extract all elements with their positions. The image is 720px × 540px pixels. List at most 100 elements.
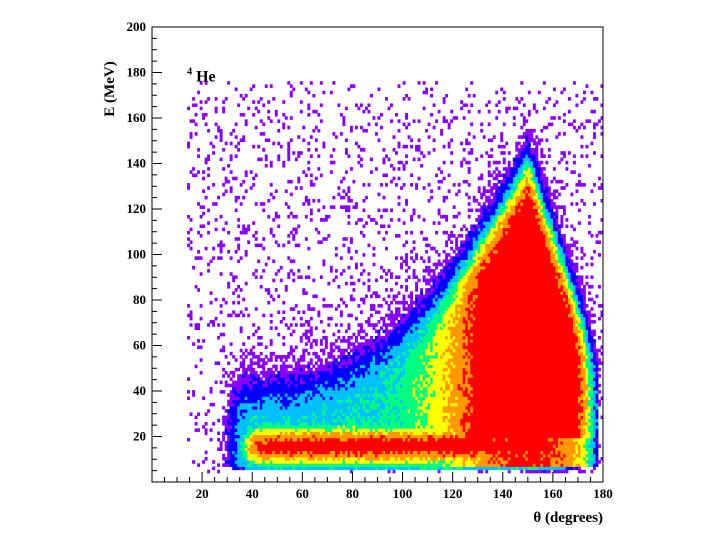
heatmap-cell bbox=[359, 297, 363, 302]
heatmap-cell bbox=[427, 300, 431, 305]
heatmap-cell bbox=[222, 367, 226, 372]
heatmap-cell bbox=[440, 284, 444, 289]
heatmap-cell bbox=[309, 367, 313, 372]
heatmap-cell bbox=[352, 383, 356, 388]
heatmap-cell bbox=[420, 434, 423, 439]
heatmap-cell bbox=[380, 463, 383, 467]
heatmap-cell bbox=[362, 367, 366, 372]
heatmap-cell bbox=[427, 421, 431, 426]
heatmap-cell bbox=[407, 370, 411, 375]
heatmap-cell bbox=[354, 103, 358, 108]
heatmap-cell bbox=[402, 342, 406, 346]
heatmap-cell bbox=[259, 399, 263, 404]
heatmap-cell bbox=[385, 402, 388, 407]
heatmap-cell bbox=[234, 396, 238, 401]
heatmap-cell bbox=[232, 406, 236, 410]
heatmap-cell bbox=[314, 402, 318, 407]
heatmap-cell bbox=[279, 444, 283, 448]
heatmap-cell bbox=[312, 370, 316, 375]
heatmap-cell bbox=[227, 447, 231, 452]
heatmap-cell bbox=[412, 300, 416, 305]
heatmap-cell bbox=[299, 335, 303, 340]
heatmap-cell bbox=[322, 390, 326, 394]
heatmap-cell bbox=[410, 355, 413, 359]
heatmap-cell bbox=[387, 396, 391, 401]
heatmap-cell bbox=[272, 195, 276, 200]
heatmap-cell bbox=[237, 409, 241, 413]
heatmap-cell bbox=[405, 456, 408, 461]
heatmap-cell bbox=[380, 275, 383, 280]
heatmap-cell bbox=[430, 291, 434, 295]
heatmap-cell bbox=[369, 307, 373, 311]
heatmap-cell bbox=[390, 425, 393, 429]
heatmap-cell bbox=[192, 173, 195, 178]
heatmap-cell bbox=[349, 441, 353, 445]
heatmap-cell bbox=[382, 339, 386, 343]
heatmap-cell bbox=[214, 202, 218, 206]
heatmap-cell bbox=[342, 358, 346, 362]
heatmap-cell bbox=[347, 345, 351, 350]
heatmap-cell bbox=[349, 428, 353, 432]
heatmap-cell bbox=[362, 415, 366, 420]
heatmap-cell bbox=[259, 390, 263, 394]
heatmap-cell bbox=[447, 374, 451, 378]
heatmap-cell bbox=[237, 259, 241, 264]
heatmap-cell bbox=[327, 383, 331, 388]
heatmap-cell bbox=[357, 396, 361, 401]
heatmap-cell bbox=[410, 351, 413, 356]
heatmap-cell bbox=[380, 112, 383, 117]
heatmap-cell bbox=[302, 377, 306, 381]
heatmap-cell bbox=[397, 320, 401, 324]
heatmap-cell bbox=[187, 230, 190, 235]
heatmap-cell bbox=[369, 377, 373, 381]
heatmap-cell bbox=[450, 265, 454, 270]
heatmap-cell bbox=[435, 447, 439, 452]
heatmap-cell bbox=[324, 377, 328, 381]
heatmap-cell bbox=[254, 230, 258, 235]
heatmap-cell bbox=[437, 469, 441, 474]
heatmap-cell bbox=[304, 402, 308, 407]
heatmap-cell bbox=[307, 386, 311, 391]
heatmap-cell bbox=[395, 425, 398, 429]
heatmap-cell bbox=[422, 466, 426, 471]
heatmap-cell bbox=[410, 310, 413, 315]
heatmap-cell bbox=[369, 390, 373, 394]
heatmap-cell bbox=[369, 364, 373, 369]
heatmap-cell bbox=[382, 444, 386, 448]
heatmap-cell bbox=[229, 418, 233, 423]
heatmap-cell bbox=[292, 450, 296, 455]
heatmap-cell bbox=[332, 342, 336, 346]
heatmap-cell bbox=[422, 418, 426, 423]
heatmap-cell bbox=[317, 383, 321, 388]
heatmap-cell bbox=[314, 466, 318, 471]
heatmap-cell bbox=[302, 383, 306, 388]
heatmap-cell bbox=[432, 402, 436, 407]
heatmap-cell bbox=[367, 323, 371, 327]
heatmap-cell bbox=[440, 412, 444, 416]
heatmap-cell bbox=[367, 109, 371, 114]
heatmap-cell bbox=[327, 364, 331, 369]
heatmap-cell bbox=[385, 358, 388, 362]
heatmap-cell bbox=[314, 393, 318, 397]
heatmap-cell bbox=[292, 316, 296, 321]
heatmap-cell bbox=[402, 450, 406, 455]
heatmap-cell bbox=[322, 367, 326, 372]
heatmap-cell bbox=[307, 265, 311, 270]
heatmap-cell bbox=[377, 396, 381, 401]
heatmap-cell bbox=[312, 396, 316, 401]
heatmap-cell bbox=[274, 390, 278, 394]
heatmap-cell bbox=[402, 208, 406, 213]
heatmap-cell bbox=[390, 393, 393, 397]
heatmap-cell bbox=[447, 444, 451, 448]
heatmap-cell bbox=[400, 466, 403, 471]
heatmap-cell bbox=[402, 412, 406, 416]
heatmap-cell bbox=[332, 412, 336, 416]
heatmap-cell bbox=[382, 463, 386, 467]
heatmap-cell bbox=[422, 428, 426, 432]
heatmap-cell bbox=[272, 218, 276, 222]
heatmap-cell bbox=[272, 466, 276, 471]
heatmap-cell bbox=[367, 425, 371, 429]
heatmap-cell bbox=[279, 415, 283, 420]
heatmap-cell bbox=[385, 339, 388, 343]
heatmap-cell bbox=[282, 456, 286, 461]
